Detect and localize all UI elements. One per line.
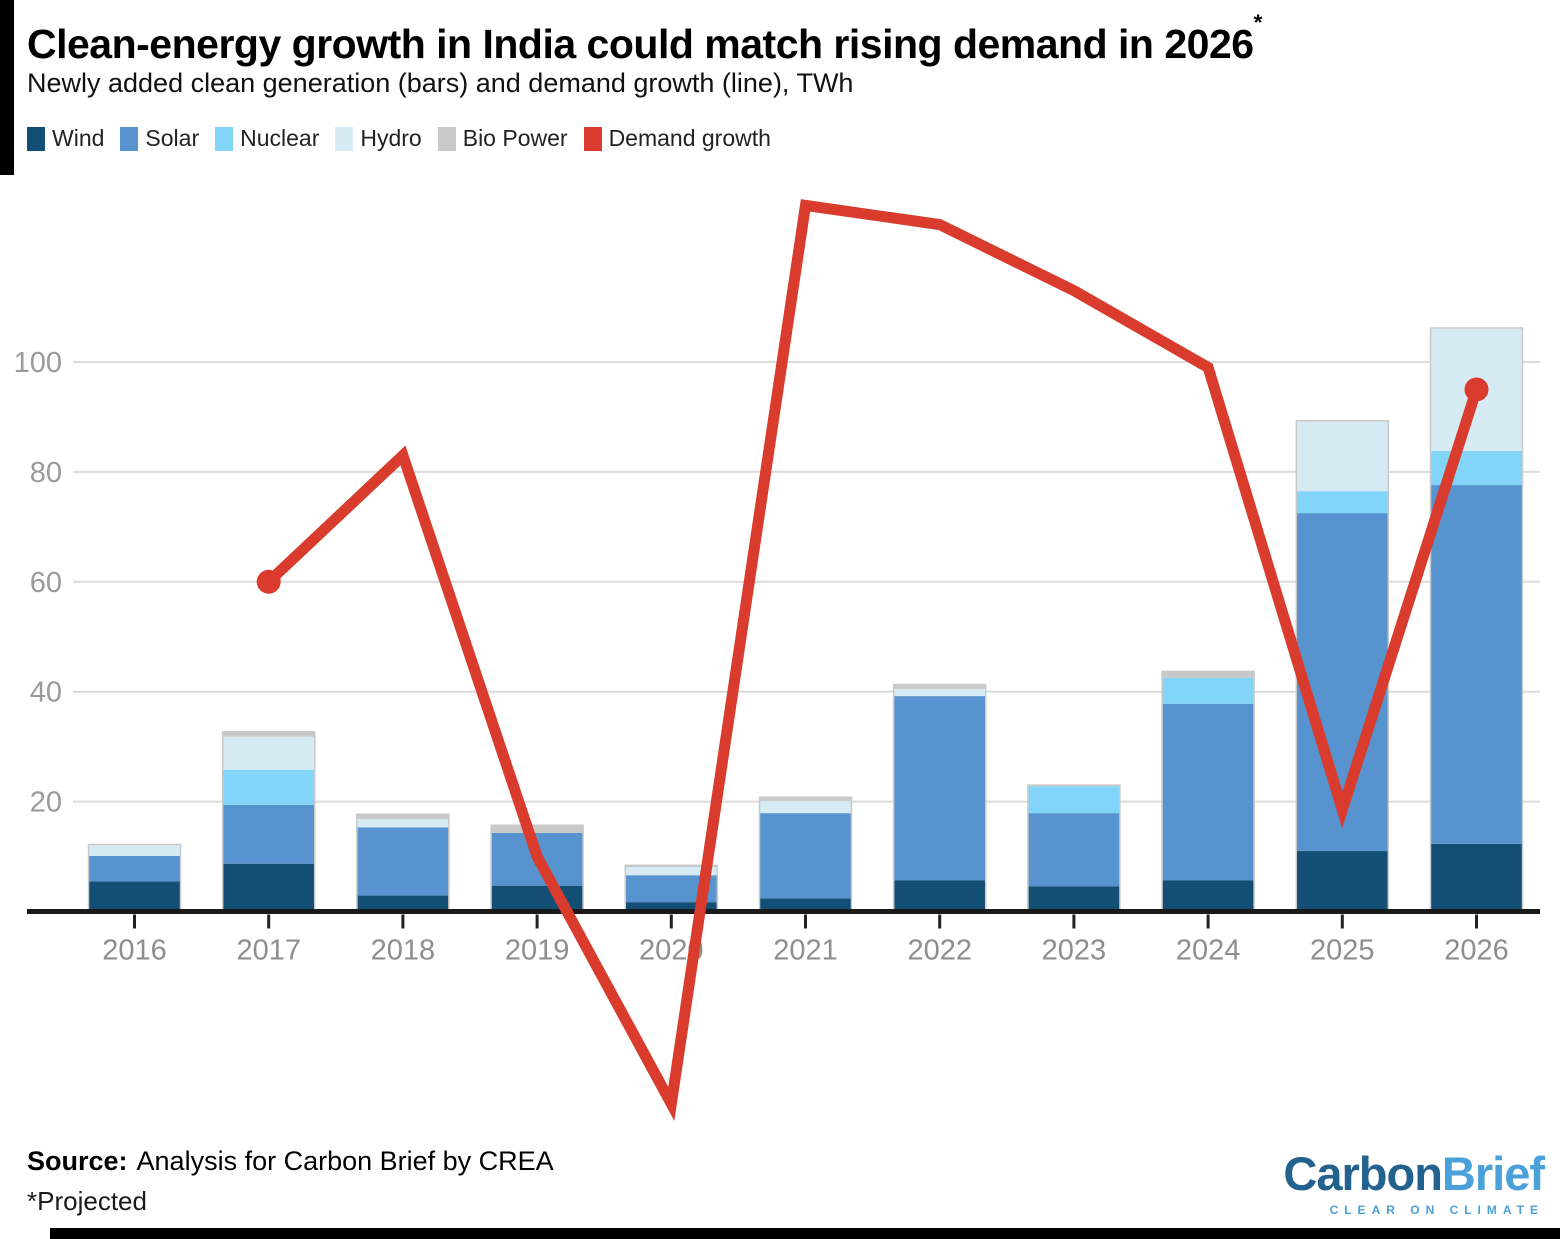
carbonbrief-logo: CarbonBrief CLEAR ON CLIMATE (1283, 1147, 1545, 1217)
source-line: Source: Analysis for Carbon Brief by CREA (27, 1146, 554, 1177)
source-label: Source: (27, 1146, 128, 1176)
logo-wordmark: CarbonBrief (1283, 1147, 1545, 1200)
bar-2016-solar (88, 856, 181, 882)
wind-swatch-icon (27, 126, 45, 151)
legend-item-bio-power: Bio Power (437, 125, 568, 152)
bar-2022-bio-power (893, 684, 986, 689)
logo-brief: Brief (1441, 1147, 1545, 1200)
demand-dot-2026 (1464, 377, 1489, 402)
bar-2024-bio-power (1162, 671, 1255, 678)
title-asterisk: * (1253, 10, 1263, 35)
legend-label-solar: Solar (145, 125, 200, 151)
brand-footer-bar (50, 1228, 1560, 1239)
bar-2025-nuclear (1296, 491, 1389, 514)
bar-2019-bio-power (491, 825, 584, 833)
legend-item-hydro: Hydro (335, 125, 422, 152)
brand-accent-bar (0, 0, 14, 175)
year-label-2017: 2017 (236, 935, 301, 967)
projected-footnote: *Projected (27, 1186, 147, 1216)
bar-2021-wind (759, 898, 852, 912)
hydro-swatch-icon (335, 126, 354, 151)
bar-2023-wind (1027, 886, 1120, 912)
bar-2020-wind (625, 902, 718, 912)
bar-2017-wind (222, 863, 315, 912)
year-label-2022: 2022 (907, 935, 972, 967)
y-axis-label-20: 20 (30, 787, 62, 819)
bar-2020-hydro (625, 866, 718, 876)
bar-2024-wind (1162, 880, 1255, 912)
bar-2018-solar (356, 827, 449, 896)
bar-2025-hydro (1296, 420, 1389, 492)
year-label-2026: 2026 (1444, 935, 1509, 967)
bar-2024-solar (1162, 703, 1255, 881)
legend-label-wind: Wind (52, 125, 105, 151)
year-label-2019: 2019 (505, 935, 570, 967)
legend: Wind Solar Nuclear Hydro Bio Power Demand gro… (27, 125, 771, 152)
bar-2026-wind (1430, 843, 1523, 912)
legend-item-solar: Solar (120, 125, 199, 152)
bar-2021-hydro (759, 801, 852, 814)
nuclear-swatch-icon (215, 126, 234, 151)
bar-2025-wind (1296, 851, 1389, 912)
legend-item-wind: Wind (27, 125, 104, 152)
bar-2017-nuclear (222, 769, 315, 805)
bar-2016-hydro (88, 844, 181, 857)
bar-2023-nuclear (1027, 786, 1120, 814)
bar-2018-bio-power (356, 814, 449, 820)
logo-carbon: Carbon (1283, 1147, 1442, 1200)
year-label-2016: 2016 (102, 935, 167, 967)
bar-2017-bio-power (222, 731, 315, 737)
bar-2021-bio-power (759, 797, 852, 802)
year-label-2021: 2021 (773, 935, 838, 967)
bar-2017-solar (222, 804, 315, 864)
bar-2024-nuclear (1162, 677, 1255, 704)
legend-item-demand-growth: Demand growth (583, 125, 771, 152)
year-label-2024: 2024 (1176, 935, 1241, 967)
logo-tagline: CLEAR ON CLIMATE (1329, 1203, 1544, 1217)
bar-2026-solar (1430, 485, 1523, 844)
title-text: Clean-energy growth in India could match… (27, 21, 1254, 67)
bar-2022-solar (893, 696, 986, 881)
bar-2018-hydro (356, 819, 449, 828)
page-title: Clean-energy growth in India could match… (27, 10, 1262, 68)
bar-2022-hydro (893, 688, 986, 697)
year-label-2018: 2018 (371, 935, 436, 967)
legend-item-nuclear: Nuclear (215, 125, 319, 152)
bar-2020-bio-power (625, 865, 718, 867)
y-axis-label-40: 40 (30, 677, 62, 709)
legend-label-nuclear: Nuclear (240, 125, 320, 151)
chart-subtitle: Newly added clean generation (bars) and … (27, 68, 854, 98)
demand-growth-swatch-icon (583, 126, 602, 151)
y-axis-label-100: 100 (14, 347, 62, 379)
demand-dot-2017 (256, 569, 281, 594)
bar-2021-solar (759, 813, 852, 899)
bar-2016-wind (88, 881, 181, 912)
y-axis-label-60: 60 (30, 567, 62, 599)
bar-2017-hydro (222, 736, 315, 770)
y-axis-label-80: 80 (30, 457, 62, 489)
bio-power-swatch-icon (437, 126, 456, 151)
bar-2023-solar (1027, 813, 1120, 887)
legend-label-demand-growth: Demand growth (608, 125, 771, 151)
legend-label-bio-power: Bio Power (462, 125, 568, 151)
legend-label-hydro: Hydro (360, 125, 422, 151)
bar-2018-wind (356, 895, 449, 912)
year-label-2025: 2025 (1310, 935, 1375, 967)
solar-swatch-icon (120, 126, 139, 151)
demand-growth-line (264, 199, 1482, 1121)
year-label-2023: 2023 (1042, 935, 1107, 967)
bar-2022-wind (893, 880, 986, 912)
source-text: Analysis for Carbon Brief by CREA (136, 1146, 554, 1176)
